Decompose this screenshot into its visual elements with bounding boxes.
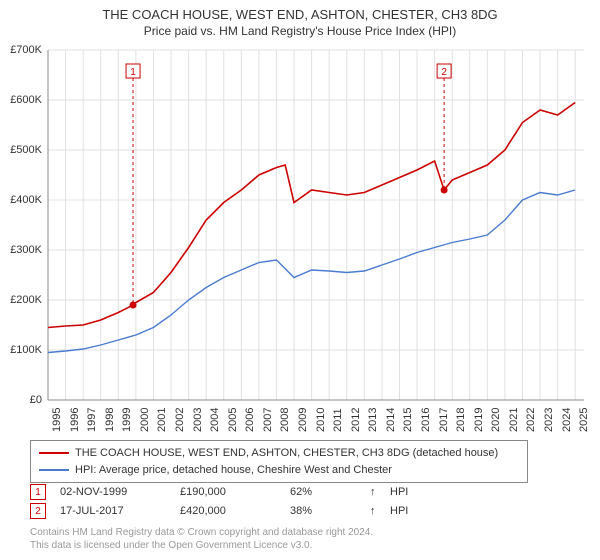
x-tick-label: 2013 bbox=[367, 408, 379, 432]
legend-item: THE COACH HOUSE, WEST END, ASHTON, CHEST… bbox=[39, 445, 519, 462]
x-tick-label: 2020 bbox=[490, 408, 502, 432]
x-tick-label: 2014 bbox=[385, 408, 397, 432]
x-tick-label: 2002 bbox=[174, 408, 186, 432]
x-tick-label: 2015 bbox=[402, 408, 414, 432]
x-tick-label: 2022 bbox=[525, 408, 537, 432]
legend-label: THE COACH HOUSE, WEST END, ASHTON, CHEST… bbox=[75, 447, 498, 459]
event-marker: 2 bbox=[30, 503, 46, 519]
x-tick-label: 1995 bbox=[51, 408, 63, 432]
x-tick-label: 2018 bbox=[455, 408, 467, 432]
legend-swatch bbox=[39, 452, 69, 454]
x-tick-label: 2019 bbox=[473, 408, 485, 432]
svg-text:1: 1 bbox=[130, 67, 136, 78]
page-title: THE COACH HOUSE, WEST END, ASHTON, CHEST… bbox=[0, 0, 600, 24]
y-tick-label: £100K bbox=[10, 344, 42, 356]
legend: THE COACH HOUSE, WEST END, ASHTON, CHEST… bbox=[30, 440, 528, 483]
x-tick-label: 2023 bbox=[543, 408, 555, 432]
y-tick-label: £400K bbox=[10, 194, 42, 206]
event-date: 02-NOV-1999 bbox=[60, 486, 180, 498]
event-pct: 62% bbox=[290, 486, 370, 498]
event-ref: HPI bbox=[390, 505, 408, 517]
event-row: 1 02-NOV-1999£190,00062%↑HPI bbox=[30, 484, 408, 500]
y-tick-label: £700K bbox=[10, 44, 42, 56]
x-tick-label: 1999 bbox=[121, 408, 133, 432]
event-price: £190,000 bbox=[180, 486, 290, 498]
x-tick-label: 2001 bbox=[156, 408, 168, 432]
sale-dot bbox=[441, 187, 448, 194]
svg-text:2: 2 bbox=[441, 67, 447, 78]
x-tick-label: 2007 bbox=[262, 408, 274, 432]
sale-marker-box: 2 bbox=[437, 64, 451, 78]
x-tick-label: 2011 bbox=[332, 408, 344, 432]
legend-item: HPI: Average price, detached house, Ches… bbox=[39, 462, 519, 479]
legend-label: HPI: Average price, detached house, Ches… bbox=[75, 464, 392, 476]
y-tick-label: £200K bbox=[10, 294, 42, 306]
x-tick-label: 2024 bbox=[561, 408, 573, 432]
x-tick-label: 2008 bbox=[279, 408, 291, 432]
x-tick-label: 2021 bbox=[508, 408, 520, 432]
y-tick-label: £500K bbox=[10, 144, 42, 156]
x-tick-label: 2017 bbox=[438, 408, 450, 432]
arrow-up-icon: ↑ bbox=[370, 505, 390, 517]
legend-swatch bbox=[39, 469, 69, 471]
x-tick-label: 2004 bbox=[209, 408, 221, 432]
x-tick-label: 2005 bbox=[227, 408, 239, 432]
x-tick-label: 1996 bbox=[69, 408, 81, 432]
y-tick-label: £300K bbox=[10, 244, 42, 256]
arrow-up-icon: ↑ bbox=[370, 486, 390, 498]
footer-line1: Contains HM Land Registry data © Crown c… bbox=[30, 526, 373, 539]
event-row: 2 17-JUL-2017£420,00038%↑HPI bbox=[30, 503, 408, 519]
x-tick-label: 2010 bbox=[315, 408, 327, 432]
sale-marker-box: 1 bbox=[126, 64, 140, 78]
event-marker: 1 bbox=[30, 484, 46, 500]
page-subtitle: Price paid vs. HM Land Registry's House … bbox=[0, 24, 600, 38]
x-tick-label: 1997 bbox=[86, 408, 98, 432]
footer: Contains HM Land Registry data © Crown c… bbox=[30, 526, 373, 552]
x-tick-label: 2012 bbox=[350, 408, 362, 432]
chart-svg: 12 bbox=[48, 50, 584, 400]
event-price: £420,000 bbox=[180, 505, 290, 517]
x-tick-label: 2000 bbox=[139, 408, 151, 432]
x-tick-label: 2009 bbox=[297, 408, 309, 432]
event-pct: 38% bbox=[290, 505, 370, 517]
x-tick-label: 2006 bbox=[244, 408, 256, 432]
price-chart: 12 £0£100K£200K£300K£400K£500K£600K£700K bbox=[48, 50, 584, 400]
x-tick-label: 2025 bbox=[578, 408, 590, 432]
sale-dot bbox=[130, 302, 137, 309]
y-tick-label: £600K bbox=[10, 94, 42, 106]
footer-line2: This data is licensed under the Open Gov… bbox=[30, 539, 373, 552]
event-ref: HPI bbox=[390, 486, 408, 498]
sale-events: 1 02-NOV-1999£190,00062%↑HPI 2 17-JUL-2017£… bbox=[30, 484, 408, 522]
x-tick-label: 2016 bbox=[420, 408, 432, 432]
event-date: 17-JUL-2017 bbox=[60, 505, 180, 517]
y-tick-label: £0 bbox=[30, 394, 42, 406]
x-tick-label: 2003 bbox=[192, 408, 204, 432]
x-tick-label: 1998 bbox=[104, 408, 116, 432]
